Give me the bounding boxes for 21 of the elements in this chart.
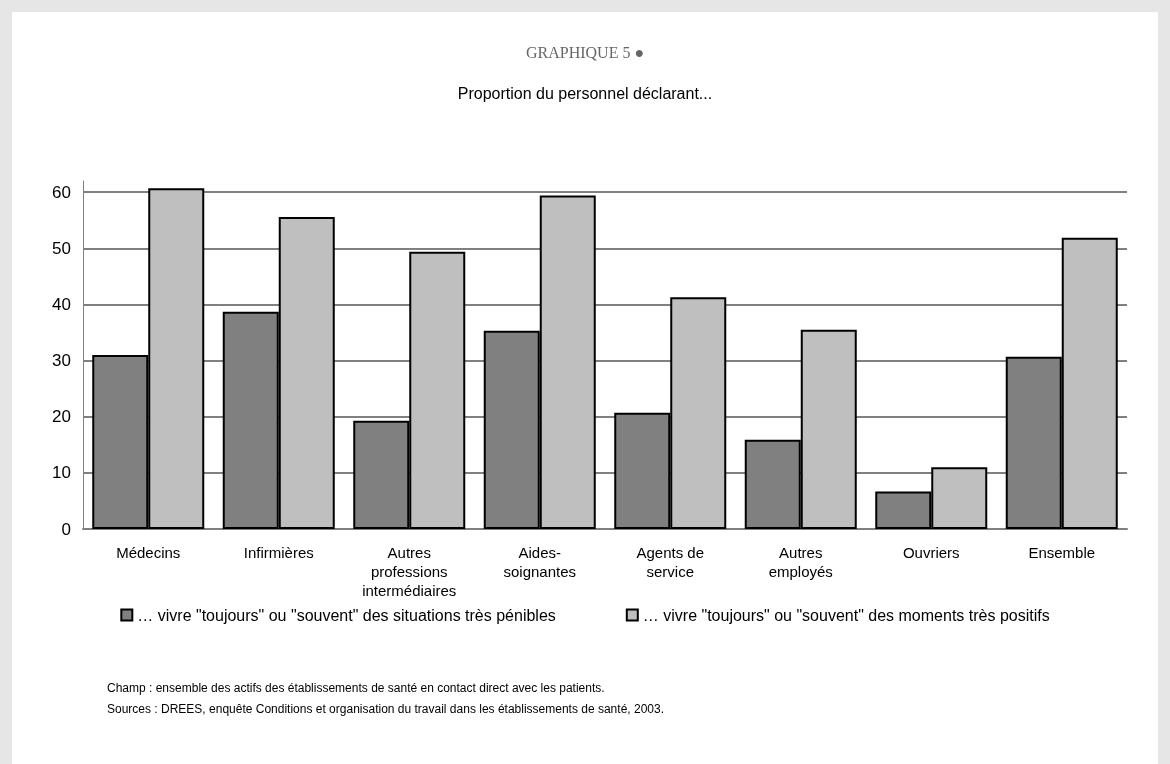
x-tick-label: Agents de service [636,544,705,580]
legend-label: … vivre "toujours" ou "souvent" des situations très pénibles [137,606,556,624]
chart-subtitle: Proportion du personnel déclarant... [457,84,713,102]
legend-label: … vivre "toujours" ou "souvent" des moments très positifs [642,606,1050,624]
x-tick-label: Autres employés [768,544,833,580]
y-tick-label: 0 [61,519,71,539]
y-tick-label: 30 [52,351,71,371]
x-tick-label: Médecins [116,544,181,561]
x-tick-label: Ouvriers [902,544,960,561]
x-tick-label: Ensemble [1028,544,1096,561]
chart-title: GRAPHIQUE 5 ● [525,43,645,61]
x-tick-label: Infirmières [243,544,314,561]
y-tick-label: 10 [52,463,71,483]
text: Champ : ensemble des actifs des établissements de santé en contact direct avec les patients. [107,681,605,695]
source-note: Sources : DREES, enquête Conditions et organisation du travail dans les établissements de santé, 2003. [107,702,664,716]
x-tick-label: Autres professions intermédiaires [362,544,457,599]
y-tick-label: 40 [52,294,71,314]
y-tick-label: 20 [52,407,71,427]
y-tick-label: 50 [52,238,71,258]
y-tick-label: 60 [52,182,71,202]
x-tick-label: Aides- soignantes [503,544,577,580]
